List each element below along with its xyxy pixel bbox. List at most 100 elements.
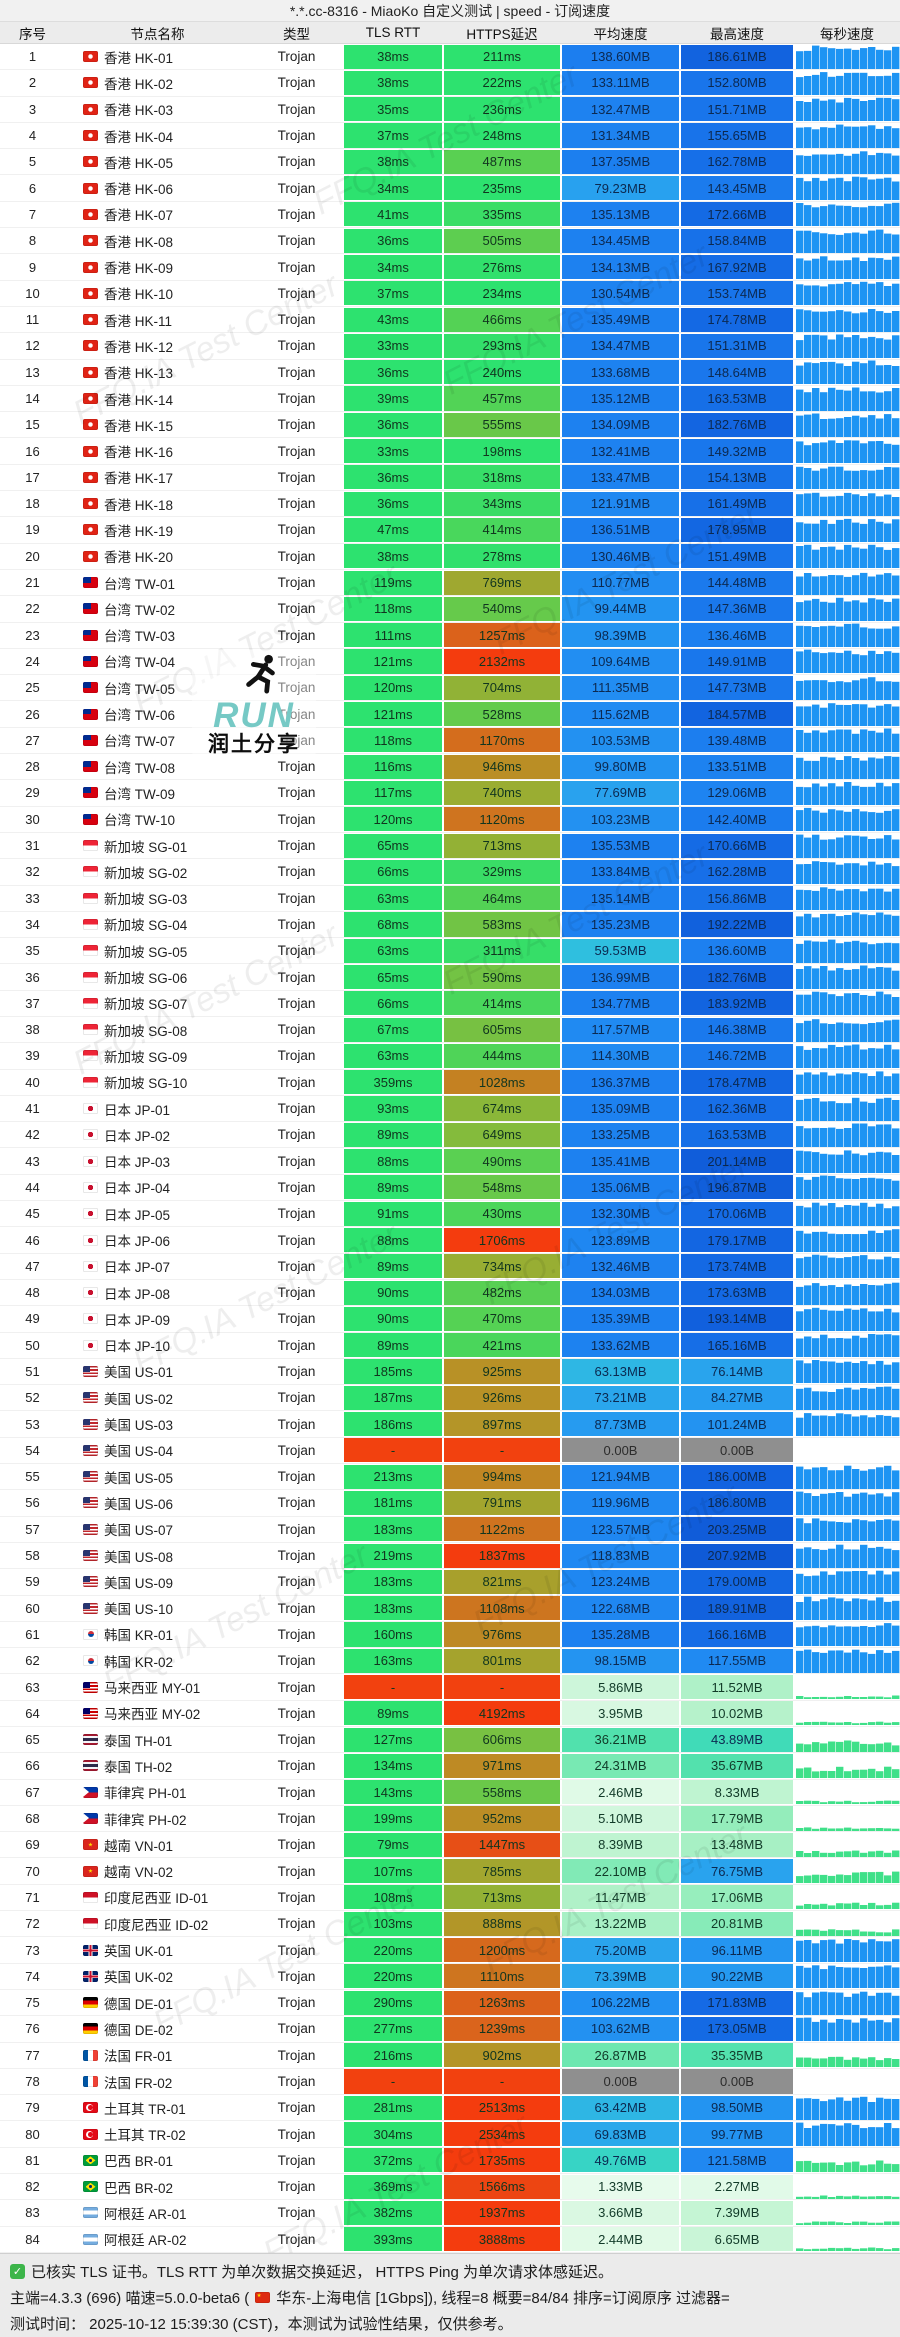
- table-row: 55 美国 US-05 Trojan 213ms 994ms 121.94MB 186.00…: [0, 1464, 900, 1491]
- node-name-cell: 日本 JP-06: [65, 1227, 250, 1252]
- row-index: 50: [25, 1337, 40, 1353]
- row-index: 74: [25, 1968, 40, 1984]
- max-speed-cell: 152.80MB: [681, 70, 793, 95]
- max-speed-cell: 6.65MB: [681, 2227, 793, 2252]
- node-type: Trojan: [277, 312, 316, 328]
- row-index: 71: [25, 1889, 40, 1905]
- speed-sparkline: [794, 728, 900, 753]
- https-latency-cell: 540ms: [444, 596, 560, 621]
- max-speed-cell: 178.47MB: [681, 1070, 793, 1095]
- row-index: 39: [25, 1048, 40, 1064]
- tls-rtt-cell: 186ms: [344, 1412, 442, 1437]
- node-type: Trojan: [277, 653, 316, 669]
- node-name: 新加坡 SG-10: [104, 1076, 188, 1092]
- node-name-cell: 香港 HK-04: [65, 123, 250, 148]
- row-index: 16: [25, 443, 40, 459]
- speed-sparkline: [794, 333, 900, 358]
- tls-rtt-cell: 36ms: [344, 412, 442, 437]
- node-name: 阿根廷 AR-01: [104, 2206, 187, 2222]
- node-type: Trojan: [277, 259, 316, 275]
- node-name: 菲律宾 PH-02: [104, 1812, 187, 1828]
- speed-sparkline: [794, 1674, 900, 1700]
- node-type: Trojan: [277, 75, 316, 91]
- table-row: 60 美国 US-10 Trojan 183ms 1108ms 122.68MB 189.9…: [0, 1596, 900, 1622]
- row-index: 25: [25, 680, 40, 696]
- node-name: 泰国 TH-02: [104, 1759, 173, 1775]
- node-name-cell: 香港 HK-02: [65, 70, 250, 95]
- avg-speed-cell: 0.00B: [562, 1438, 679, 1463]
- row-index: 13: [25, 364, 40, 380]
- speed-sparkline: [794, 1438, 900, 1463]
- speed-sparkline: [794, 1964, 900, 1989]
- tls-rtt-cell: 111ms: [344, 623, 442, 648]
- node-name: 台湾 TW-05: [104, 681, 176, 697]
- https-latency-cell: 674ms: [444, 1096, 560, 1121]
- max-speed-cell: 154.13MB: [681, 465, 793, 490]
- node-type: Trojan: [277, 1968, 316, 1984]
- max-speed-cell: 162.78MB: [681, 149, 793, 174]
- tls-rtt-cell: 199ms: [344, 1806, 442, 1831]
- speed-sparkline: [794, 202, 900, 227]
- avg-speed-cell: 5.86MB: [562, 1675, 679, 1700]
- node-type: Trojan: [277, 1337, 316, 1353]
- avg-speed-cell: 136.37MB: [562, 1070, 679, 1095]
- node-name: 日本 JP-01: [104, 1102, 171, 1118]
- max-speed-cell: 186.61MB: [681, 44, 793, 69]
- avg-speed-cell: 114.30MB: [562, 1043, 679, 1068]
- max-speed-cell: 10.02MB: [681, 1701, 793, 1726]
- node-name-cell: 英国 UK-02: [65, 1964, 250, 1989]
- node-type: Trojan: [277, 1705, 316, 1721]
- node-name: 新加坡 SG-06: [104, 971, 188, 987]
- max-speed-cell: 144.48MB: [681, 570, 793, 595]
- flag-hk-icon: [83, 77, 98, 89]
- avg-speed-cell: 135.06MB: [562, 1175, 679, 1200]
- column-header-4: HTTPS延迟: [466, 26, 538, 42]
- https-latency-cell: 329ms: [444, 859, 560, 884]
- max-speed-cell: 172.66MB: [681, 202, 793, 227]
- flag-jp-icon: [83, 1313, 98, 1325]
- https-latency-cell: 276ms: [444, 254, 560, 280]
- table-row: 39 新加坡 SG-09 Trojan 63ms 444ms 114.30MB 146.72…: [0, 1043, 900, 1070]
- speed-sparkline: [794, 149, 900, 174]
- flag-us-icon: [83, 1418, 98, 1430]
- table-row: 21 台湾 TW-01 Trojan 119ms 769ms 110.77MB 144.48…: [0, 570, 900, 597]
- speed-sparkline: [794, 1543, 900, 1568]
- avg-speed-cell: 1.33MB: [562, 2174, 679, 2199]
- https-latency-cell: 704ms: [444, 675, 560, 700]
- run-logo-text: RUN: [213, 696, 295, 735]
- flag-tw-icon: [83, 629, 98, 641]
- flag-us-icon: [83, 1497, 98, 1509]
- max-speed-cell: 192.22MB: [681, 912, 793, 937]
- row-index: 30: [25, 811, 40, 827]
- node-name-cell: 土耳其 TR-01: [65, 2095, 250, 2120]
- node-type: Trojan: [277, 1653, 316, 1669]
- node-name: 马来西亚 MY-01: [104, 1681, 201, 1697]
- node-type: Trojan: [277, 1811, 316, 1827]
- node-name-cell: 台湾 TW-10: [65, 807, 250, 832]
- node-type: Trojan: [277, 1469, 316, 1485]
- table-row: 53 美国 US-03 Trojan 186ms 897ms 87.73MB 101.24M…: [0, 1411, 900, 1438]
- tls-rtt-cell: 220ms: [344, 1937, 442, 1963]
- row-index: 17: [25, 469, 40, 485]
- flag-hk-icon: [83, 235, 98, 247]
- speed-sparkline: [794, 1201, 900, 1226]
- table-row: 12 香港 HK-12 Trojan 33ms 293ms 134.47MB 151.31M…: [0, 333, 900, 360]
- speed-sparkline: [794, 1990, 900, 2015]
- tls-rtt-cell: 369ms: [344, 2174, 442, 2199]
- https-latency-cell: 414ms: [444, 517, 560, 543]
- flag-id-icon: [83, 1918, 98, 1930]
- avg-speed-cell: 123.57MB: [562, 1517, 679, 1542]
- node-name-cell: 香港 HK-09: [65, 254, 250, 279]
- flag-us-icon: [83, 1444, 98, 1456]
- speed-sparkline: [794, 281, 900, 306]
- avg-speed-cell: 36.21MB: [562, 1727, 679, 1752]
- speed-sparkline: [794, 1227, 900, 1252]
- node-name: 印度尼西亚 ID-01: [104, 1891, 209, 1907]
- row-index: 58: [25, 1548, 40, 1564]
- avg-speed-cell: 135.23MB: [562, 912, 679, 937]
- flag-sg-icon: [83, 1076, 98, 1088]
- flag-sg-icon: [83, 892, 98, 904]
- max-speed-cell: 155.65MB: [681, 123, 793, 148]
- node-type: Trojan: [277, 1679, 316, 1695]
- speed-sparkline: [794, 2016, 900, 2041]
